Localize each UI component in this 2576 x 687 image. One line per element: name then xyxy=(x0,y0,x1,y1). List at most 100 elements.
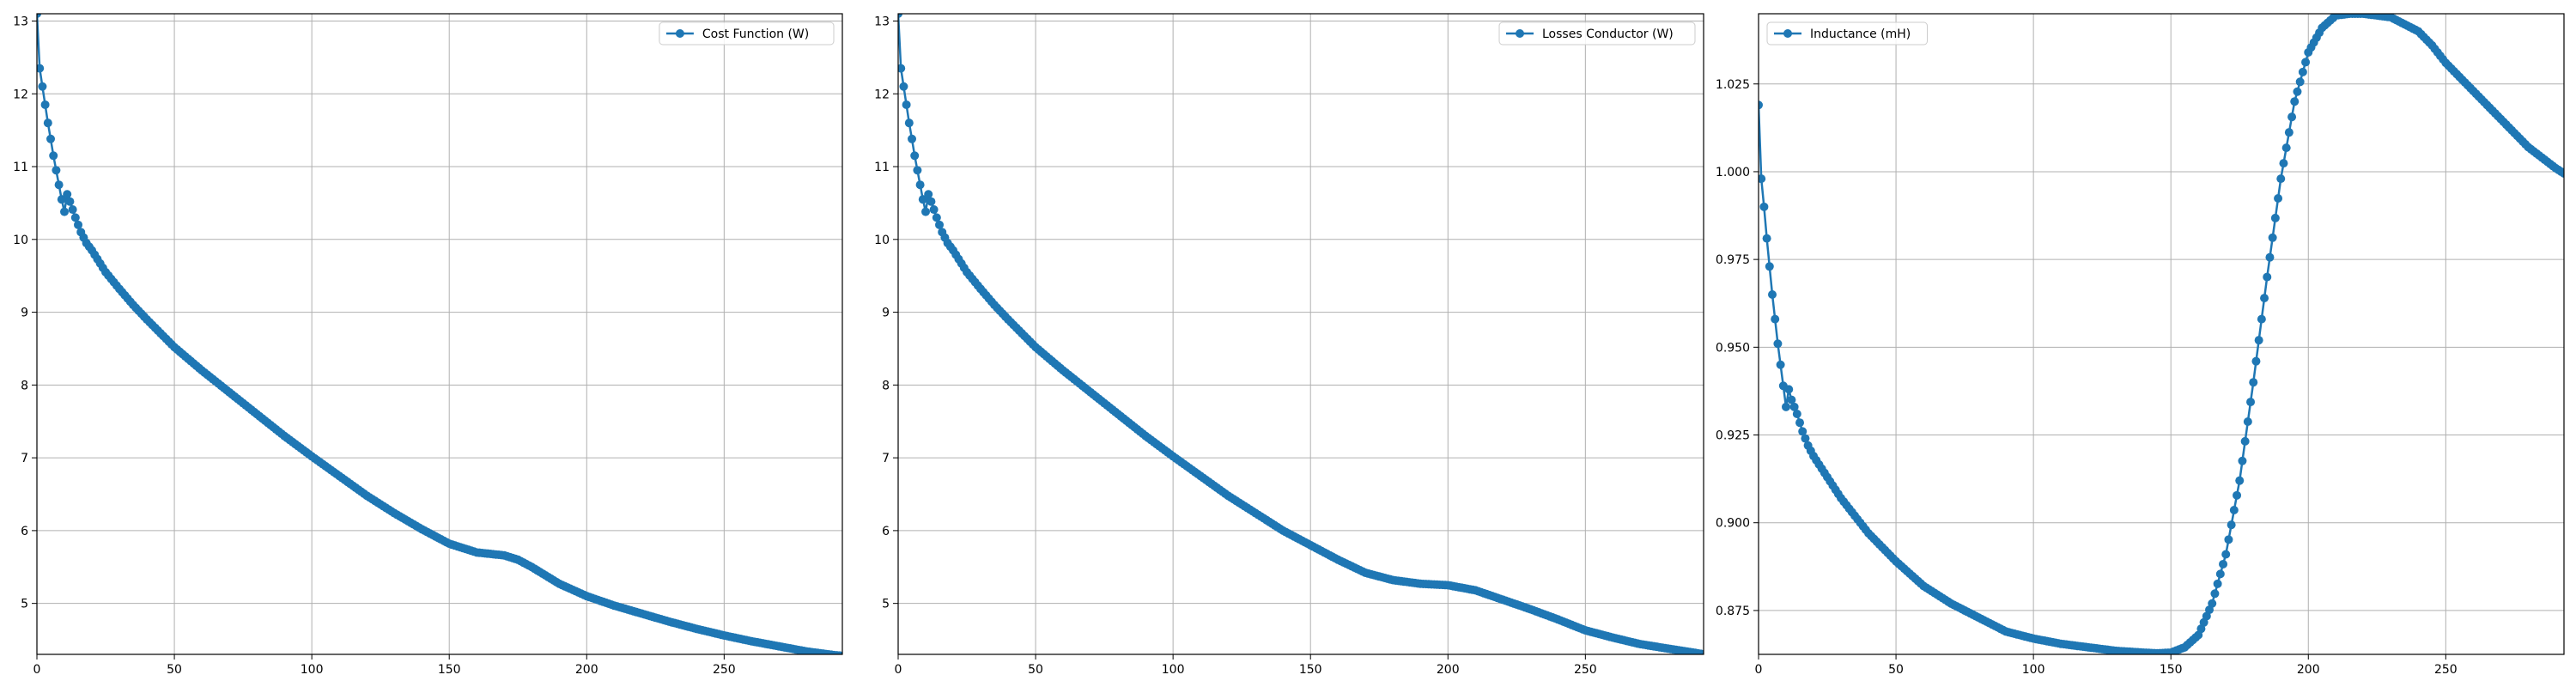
data-point xyxy=(37,64,45,73)
data-point xyxy=(1773,339,1783,349)
data-point xyxy=(2301,58,2311,67)
data-point xyxy=(2251,356,2261,366)
data-point xyxy=(910,151,920,161)
data-point xyxy=(70,213,80,222)
data-point xyxy=(932,213,941,222)
data-point xyxy=(927,197,936,206)
data-point xyxy=(2227,520,2236,530)
legend-label: Cost Function (W) xyxy=(702,27,809,41)
data-point xyxy=(1798,427,1807,436)
legend: Cost Function (W) xyxy=(659,21,835,46)
data-point xyxy=(915,180,925,190)
data-point xyxy=(2219,559,2228,568)
data-point xyxy=(1699,650,1704,654)
data-point xyxy=(2249,378,2258,387)
y-tick-label: 13 xyxy=(874,15,890,28)
data-point xyxy=(38,82,47,91)
cost-function-chart: 0 50 100 150 200 250 5 6 7 8 9 10 11 12 13 Cost Functio… xyxy=(13,13,843,677)
x-tick-label: 0 xyxy=(895,663,902,677)
data-point xyxy=(40,100,50,109)
data-point xyxy=(2254,336,2263,345)
x-tick-label: 50 xyxy=(1028,663,1043,677)
x-tick-label: 250 xyxy=(713,663,736,677)
data-point xyxy=(2235,476,2245,485)
data-point xyxy=(2240,436,2250,446)
data-point xyxy=(2243,416,2252,426)
y-tick-label: 0.950 xyxy=(1716,341,1750,355)
data-point xyxy=(1801,434,1810,443)
plot-area xyxy=(1759,14,2564,654)
data-point xyxy=(1787,395,1796,404)
axes-frame xyxy=(36,13,843,655)
legend-marker xyxy=(1783,29,1792,38)
y-tick-label: 10 xyxy=(13,234,28,247)
data-point xyxy=(46,134,56,143)
y-tick-label: 13 xyxy=(13,15,28,28)
data-point xyxy=(1792,409,1801,418)
data-point xyxy=(929,205,939,215)
data-point xyxy=(65,197,75,206)
x-tick-label: 100 xyxy=(2022,663,2045,677)
data-point xyxy=(838,651,842,654)
x-tick-label: 50 xyxy=(1888,663,1904,677)
data-point xyxy=(2560,168,2564,178)
data-point xyxy=(924,190,933,199)
x-tick-label: 100 xyxy=(1162,663,1185,677)
legend-marker xyxy=(1516,29,1524,38)
y-tick-label: 6 xyxy=(21,525,28,538)
losses-conductor-chart: 0 50 100 150 200 250 5 6 7 8 9 10 11 12 13 Losses Condu… xyxy=(874,13,1704,677)
data-point xyxy=(1759,100,1763,110)
y-tick-label: 0.975 xyxy=(1716,253,1750,267)
x-tick-label: 200 xyxy=(2297,663,2320,677)
plot-area xyxy=(898,14,1704,654)
y-tick-label: 9 xyxy=(21,307,28,320)
data-point xyxy=(2213,579,2222,588)
x-tick-label: 0 xyxy=(1755,663,1763,677)
data-point xyxy=(2215,569,2225,579)
data-point xyxy=(2229,505,2239,514)
x-tick-label: 250 xyxy=(2434,663,2458,677)
data-point xyxy=(2246,398,2256,407)
data-point xyxy=(2276,174,2286,184)
data-point xyxy=(2274,194,2283,204)
data-point xyxy=(1765,262,1774,271)
y-tick-label: 0.925 xyxy=(1716,429,1750,443)
data-point xyxy=(74,220,83,229)
data-point xyxy=(2221,550,2231,559)
data-point xyxy=(57,195,66,204)
data-point xyxy=(2295,77,2305,87)
data-point xyxy=(2233,490,2242,500)
data-point xyxy=(2270,213,2280,222)
y-tick-label: 11 xyxy=(13,161,28,174)
legend-label: Inductance (mH) xyxy=(1810,27,1911,41)
data-point xyxy=(2287,112,2297,122)
data-point xyxy=(2260,294,2269,303)
y-tick-label: 9 xyxy=(882,307,890,320)
data-point xyxy=(1771,314,1780,324)
legend-label: Losses Conductor (W) xyxy=(1542,27,1674,41)
y-tick-label: 11 xyxy=(874,161,890,174)
data-point xyxy=(902,100,911,109)
axes-frame xyxy=(897,13,1704,655)
x-tick-label: 250 xyxy=(1574,663,1597,677)
y-tick-label: 0.900 xyxy=(1716,517,1750,531)
y-tick-label: 8 xyxy=(882,379,890,392)
y-tick-label: 5 xyxy=(21,598,28,611)
y-tick-label: 7 xyxy=(21,452,28,465)
data-point xyxy=(918,195,927,204)
data-point xyxy=(2265,252,2275,262)
data-point xyxy=(2210,589,2220,599)
y-tick-label: 5 xyxy=(882,598,890,611)
legend-box xyxy=(1766,21,1928,46)
y-tick-label: 0.875 xyxy=(1716,605,1750,618)
data-point xyxy=(913,166,922,175)
data-point xyxy=(54,180,64,190)
x-tick-label: 0 xyxy=(33,663,41,677)
series-line xyxy=(1759,14,2564,654)
x-tick-label: 150 xyxy=(1299,663,1322,677)
y-tick-label: 6 xyxy=(882,525,890,538)
data-point xyxy=(898,14,902,18)
data-point xyxy=(1789,402,1799,411)
data-point xyxy=(2208,599,2217,608)
